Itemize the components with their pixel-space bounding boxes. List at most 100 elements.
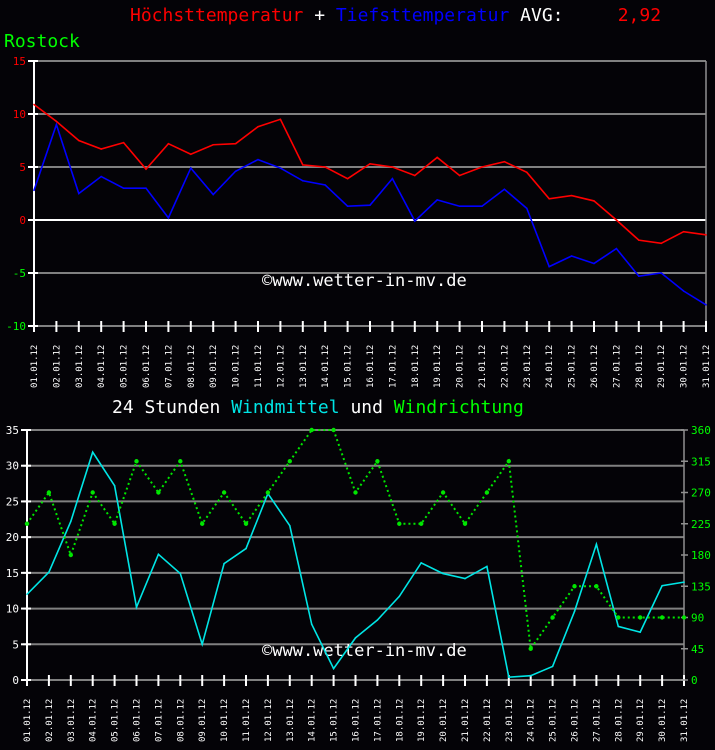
data-point: [310, 623, 313, 626]
x-tick-label: 18.01.12: [395, 699, 405, 742]
data-point: [420, 562, 423, 564]
x-tick-label: 15.01.12: [330, 699, 340, 742]
x-tick-label: 14.01.12: [308, 699, 318, 742]
x-tick-label: 17.01.12: [388, 345, 398, 388]
data-point: [113, 484, 116, 487]
data-point: [122, 187, 125, 189]
data-point: [705, 234, 707, 236]
data-point: [660, 242, 662, 245]
data-point: [70, 520, 72, 523]
data-point: [529, 674, 532, 677]
x-tick-label: 13.01.12: [286, 699, 296, 742]
y-tick-label: 5: [12, 638, 19, 651]
data-point: [548, 198, 550, 200]
x-tick-label: 30.01.12: [658, 699, 668, 742]
data-point: [302, 179, 304, 182]
x-tick-label: 24.01.12: [527, 699, 537, 742]
y-tick-label: 15: [13, 55, 26, 68]
data-point: [660, 272, 662, 274]
y-tick-label: 10: [13, 108, 26, 121]
data-point: [705, 304, 707, 306]
data-point: [484, 490, 490, 495]
x-tick-label: 11.01.12: [242, 699, 252, 742]
data-point: [24, 521, 30, 526]
data-point: [302, 164, 304, 166]
x-tick-label: 08.01.12: [187, 345, 197, 388]
data-point: [289, 524, 291, 527]
data-point: [528, 646, 533, 651]
data-point: [324, 184, 327, 186]
data-point: [46, 490, 52, 495]
x-tick-label: 22.01.12: [483, 699, 493, 742]
wind-title-and: und: [350, 397, 383, 418]
data-point: [462, 521, 468, 526]
x-tick-label: 28.01.12: [635, 345, 645, 388]
data-point: [221, 490, 227, 495]
data-point: [436, 199, 439, 201]
x-tick-label: 23.01.12: [505, 699, 515, 742]
plus-sign: +: [314, 5, 326, 26]
data-point: [682, 230, 685, 233]
data-point: [190, 153, 192, 156]
x-tick-label: 16.01.12: [366, 345, 376, 388]
data-point: [615, 247, 618, 250]
x-tick-label: 11.01.12: [254, 345, 264, 388]
y-tick-label: 0: [19, 214, 26, 227]
data-point: [157, 553, 160, 556]
watermark: ©www.wetter-in-mv.de: [262, 271, 467, 291]
x-tick-label: 27.01.12: [612, 345, 622, 388]
data-point: [436, 156, 439, 159]
x-tick-label: 10.01.12: [232, 345, 242, 388]
data-point: [414, 220, 416, 222]
wind-title-prefix: 24 Stunden: [112, 397, 221, 418]
avg-label: AVG:: [520, 5, 564, 26]
x-tick-label: 06.01.12: [142, 345, 152, 388]
data-point: [593, 262, 595, 265]
data-point: [265, 490, 271, 495]
data-point: [503, 160, 506, 163]
data-point: [223, 562, 225, 565]
data-point: [375, 459, 380, 464]
x-tick-label: 21.01.12: [478, 345, 488, 388]
x-tick-label: 31.01.12: [702, 345, 712, 388]
x-tick-label: 14.01.12: [321, 345, 331, 388]
data-point: [309, 427, 314, 433]
x-tick-label: 15.01.12: [344, 345, 354, 388]
data-point: [324, 166, 327, 168]
data-point: [33, 103, 35, 106]
data-point: [55, 123, 58, 126]
data-point: [464, 577, 466, 580]
data-point: [548, 265, 550, 268]
data-point: [279, 118, 282, 121]
y-tick-label: 35: [6, 424, 19, 437]
data-point: [419, 521, 424, 526]
data-point: [486, 565, 488, 568]
x-tick-label: 04.01.12: [89, 699, 99, 742]
x-tick-label: 20.01.12: [456, 345, 466, 388]
data-point: [243, 521, 249, 526]
data-point: [279, 167, 282, 169]
y-tick-label: 30: [6, 460, 19, 473]
data-point: [681, 615, 687, 620]
data-point: [526, 207, 528, 210]
y-tick-label: -10: [6, 320, 26, 333]
x-tick-label: 24.01.12: [545, 345, 555, 388]
data-point: [616, 615, 621, 620]
x-tick-label: 09.01.12: [209, 345, 219, 388]
data-point: [661, 584, 663, 587]
watermark: ©www.wetter-in-mv.de: [262, 641, 467, 661]
x-tick-label: 02.01.12: [52, 345, 62, 388]
x-tick-label: 18.01.12: [411, 345, 421, 388]
data-point: [638, 615, 643, 620]
y-tick-label: 25: [6, 495, 19, 508]
data-point: [458, 174, 461, 177]
data-point: [551, 665, 554, 668]
x-tick-label: 05.01.12: [120, 345, 130, 388]
y2-tick-label: 90: [691, 612, 704, 625]
x-tick-label: 28.01.12: [614, 699, 624, 742]
data-point: [617, 625, 620, 628]
data-point: [458, 205, 461, 208]
data-point: [257, 125, 259, 128]
data-point: [638, 239, 640, 241]
